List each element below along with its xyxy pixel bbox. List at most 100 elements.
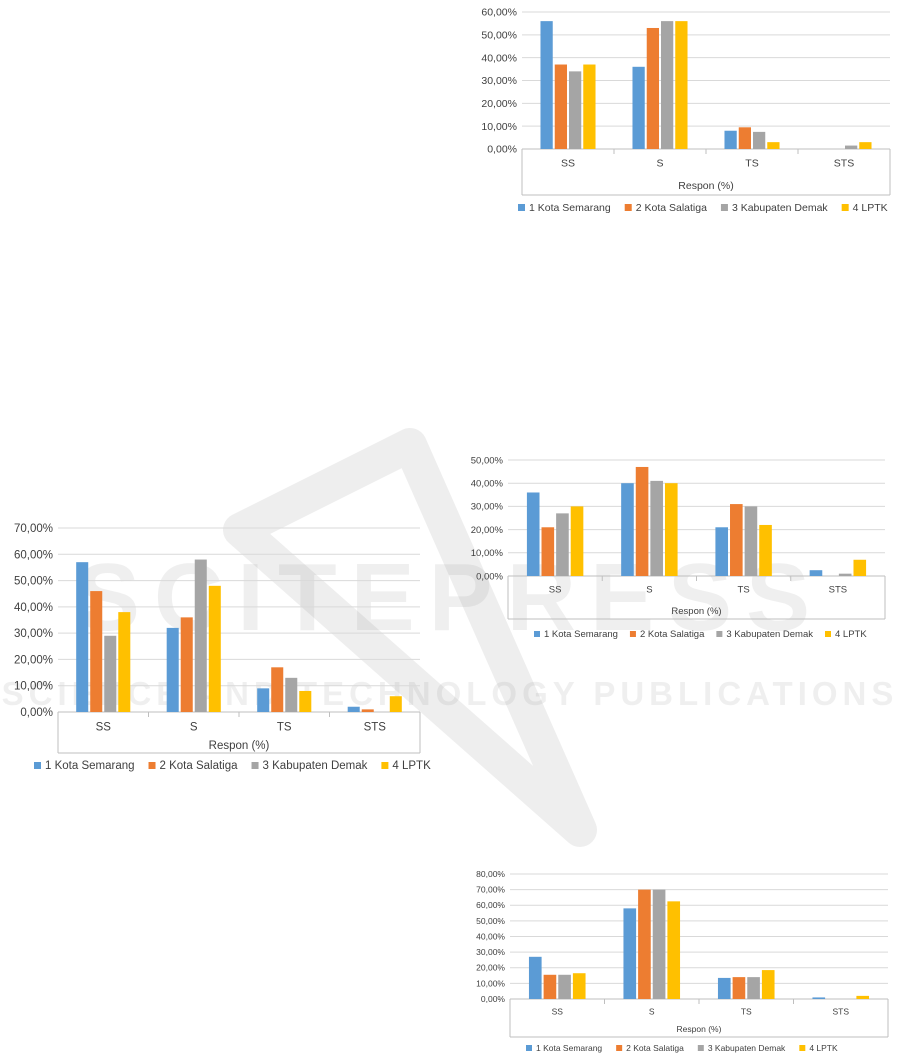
bar (541, 527, 555, 576)
legend-label: 2 Kota Salatiga (636, 202, 707, 214)
x-tick-label: TS (277, 722, 292, 734)
bar (361, 709, 374, 712)
bar (717, 977, 731, 999)
bar (180, 617, 193, 712)
bar (540, 21, 553, 150)
y-tick-label: 70,00% (476, 885, 505, 895)
bar-chart-left: 0,00% 10,00% 20,00% 30,00% 40,00% 50,00% 60,00… (14, 523, 431, 772)
legend-swatch (526, 1045, 532, 1051)
y-tick-label: 20,00% (481, 98, 517, 110)
legend-label: 1 Kota Semarang (45, 760, 135, 772)
x-tick-label: S (646, 585, 652, 596)
y-tick-label: 50,00% (476, 916, 505, 926)
y-tick-label: 10,00% (476, 978, 505, 988)
y-tick-label: 80,00% (476, 869, 505, 879)
bar (732, 977, 746, 999)
bar (664, 483, 678, 576)
bar (744, 506, 758, 576)
bar (389, 696, 402, 712)
bar (90, 591, 103, 712)
legend-swatch (841, 204, 849, 211)
y-tick-label: 0,00% (481, 994, 506, 1004)
bar (650, 480, 663, 576)
x-axis-title: Respon (%) (678, 180, 733, 192)
bar (730, 504, 743, 576)
bar (572, 973, 586, 999)
y-tick-label: 0,00% (20, 707, 53, 719)
legend-swatch (148, 762, 156, 769)
y-tick-label: 30,00% (14, 628, 53, 640)
bar (257, 688, 270, 712)
bar (271, 667, 284, 712)
y-tick-label: 50,00% (481, 30, 517, 42)
y-tick-label: 20,00% (14, 654, 53, 666)
y-tick-label: 60,00% (476, 900, 505, 910)
legend-swatch (381, 762, 389, 769)
y-tick-label: 50,00% (14, 576, 53, 588)
x-tick-label: TS (738, 585, 750, 596)
bar (738, 127, 751, 149)
y-tick-label: 50,00% (471, 455, 504, 466)
bar (632, 66, 645, 149)
legend-swatch (799, 1045, 806, 1051)
bar (853, 559, 867, 576)
bar (759, 524, 772, 576)
y-tick-label: 30,00% (471, 502, 504, 513)
bar (554, 64, 567, 149)
bar (838, 573, 852, 576)
bar (715, 527, 729, 576)
legend-swatch (534, 631, 540, 637)
legend-swatch (629, 631, 636, 637)
y-tick-label: 20,00% (471, 525, 504, 536)
bar (767, 142, 780, 149)
x-tick-label: STS (364, 722, 387, 734)
y-tick-label: 0,00% (476, 571, 503, 582)
bar (208, 585, 221, 712)
y-tick-label: 60,00% (481, 7, 517, 19)
bar (558, 974, 571, 999)
bar (661, 21, 674, 150)
bar (724, 130, 737, 149)
legend-swatch (697, 1045, 704, 1051)
bar-chart-top-right: 0,00% 10,00% 20,00% 30,00% 40,00% 50,00% 60,00… (481, 7, 891, 214)
y-tick-label: 40,00% (481, 52, 517, 64)
bar (809, 570, 823, 576)
bar (556, 513, 569, 576)
legend-label: 3 Kabupaten Demak (732, 202, 828, 214)
y-tick-label: 10,00% (471, 548, 504, 559)
bar (856, 995, 870, 999)
bar (753, 131, 766, 149)
bar-chart-bottom-right: 0,00% 10,00% 20,00% 30,00% 40,00% 50,00% 60,00… (476, 869, 889, 1053)
legend-label: 2 Kota Salatiga (160, 760, 239, 772)
y-tick-label: 40,00% (476, 931, 505, 941)
bar (166, 627, 179, 712)
x-tick-label: TS (745, 158, 758, 170)
y-tick-label: 0,00% (487, 144, 517, 156)
x-tick-label: SS (96, 722, 112, 734)
legend-swatch (720, 204, 728, 211)
bar (347, 706, 360, 712)
legend-swatch (716, 631, 723, 637)
legend-label: 1 Kota Semarang (536, 1043, 602, 1053)
bar (543, 974, 557, 999)
legend-swatch (251, 762, 259, 769)
bar (845, 145, 858, 149)
bar (569, 71, 582, 149)
y-tick-label: 30,00% (481, 75, 517, 87)
bar (76, 562, 89, 712)
y-tick-label: 60,00% (14, 549, 53, 561)
bar (646, 27, 659, 149)
x-axis-title: Respon (%) (671, 606, 721, 617)
y-tick-label: 10,00% (14, 681, 53, 693)
x-tick-label: TS (741, 1007, 752, 1017)
y-tick-label: 20,00% (476, 963, 505, 973)
x-tick-label: STS (834, 158, 854, 170)
x-tick-label: S (190, 722, 198, 734)
bar (118, 612, 131, 712)
x-tick-label: SS (552, 1007, 564, 1017)
bar (194, 559, 207, 712)
x-axis-title: Respon (%) (677, 1024, 722, 1034)
legend-swatch (825, 631, 831, 637)
legend-label: 2 Kota Salatiga (626, 1043, 684, 1053)
bar (570, 506, 584, 576)
